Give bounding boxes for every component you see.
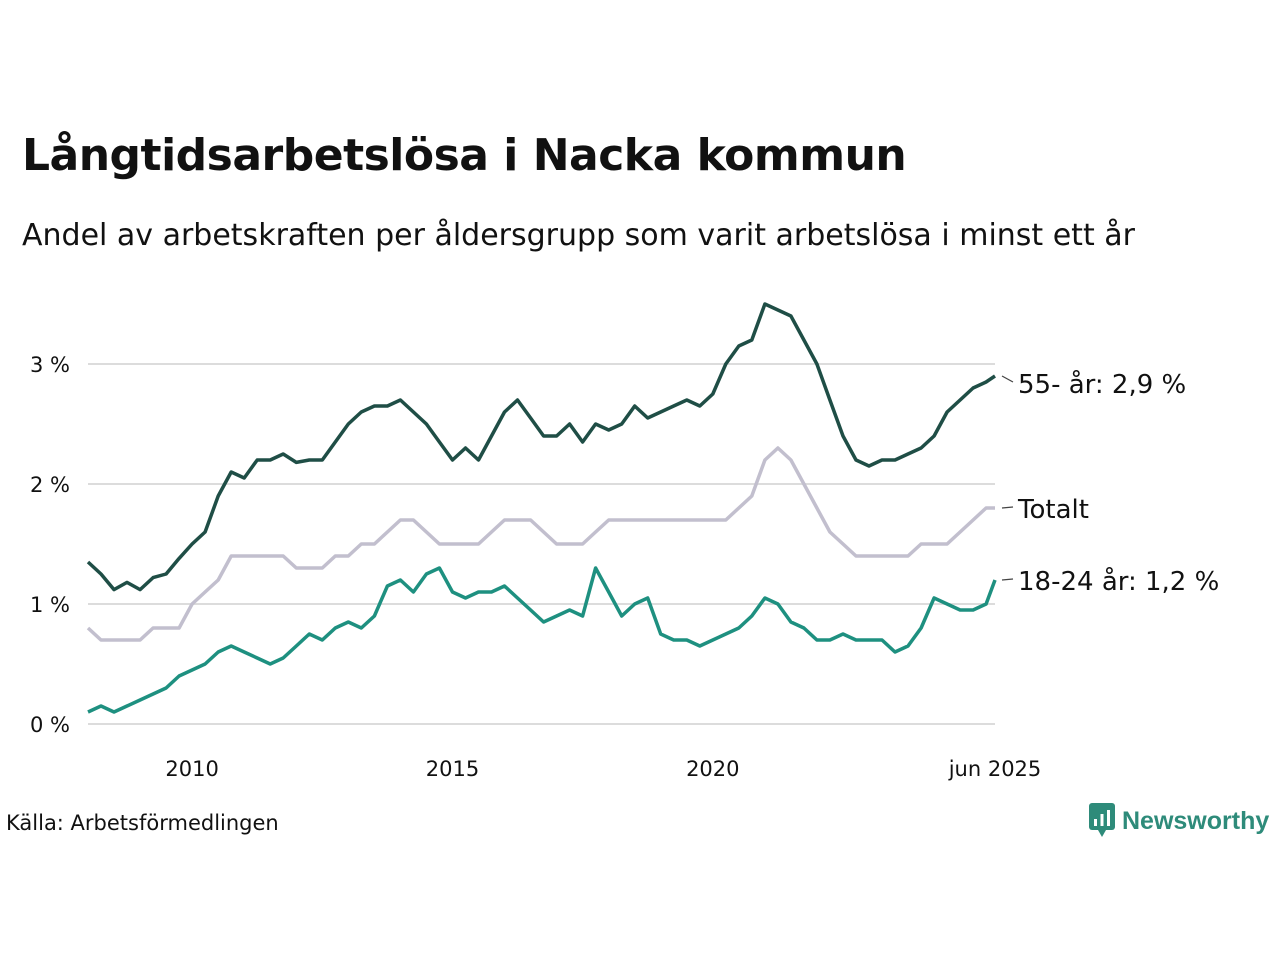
x-tick-label: 2020 — [686, 757, 739, 781]
end-label-connector — [1001, 578, 1014, 581]
series-end-label: 18-24 år: 1,2 % — [1018, 566, 1219, 597]
series-end-labels: 55- år: 2,9 % Totalt 18-24 år: 1,2 % — [1001, 369, 1219, 597]
series-lines — [86, 302, 997, 714]
series-line-0 — [86, 302, 996, 592]
gridlines — [88, 363, 995, 725]
y-tick-label: 3 % — [30, 353, 70, 377]
series-end-label: 55- år: 2,9 % — [1018, 369, 1186, 400]
y-tick-label: 2 % — [30, 473, 70, 497]
chart-title: Långtidsarbetslösa i Nacka kommun — [22, 130, 907, 181]
y-tick-label: 0 % — [30, 713, 70, 737]
end-label-connector — [1001, 375, 1014, 383]
x-tick-label: jun 2025 — [948, 757, 1042, 781]
chart-subtitle: Andel av arbetskraften per åldersgrupp s… — [22, 218, 1135, 253]
brand-name: Newsworthy — [1122, 806, 1270, 835]
brand-logo: Newsworthy — [1088, 802, 1269, 840]
y-axis-tick-labels: 0 % 1 % 2 % 3 % — [30, 353, 70, 737]
x-tick-label: 2015 — [426, 757, 479, 781]
source-note: Källa: Arbetsförmedlingen — [6, 811, 279, 835]
y-tick-label: 1 % — [30, 593, 70, 617]
line-chart: 0 % 1 % 2 % 3 % 2010 2015 2020 jun 2025 55- år… — [30, 302, 1219, 781]
series-end-label: Totalt — [1017, 495, 1089, 525]
newsworthy-logo-icon — [1089, 803, 1115, 837]
end-label-connector — [1001, 506, 1014, 509]
series-line-2 — [87, 566, 997, 714]
x-axis-tick-labels: 2010 2015 2020 jun 2025 — [165, 757, 1041, 781]
series-line-1 — [86, 446, 995, 642]
x-tick-label: 2010 — [165, 757, 218, 781]
